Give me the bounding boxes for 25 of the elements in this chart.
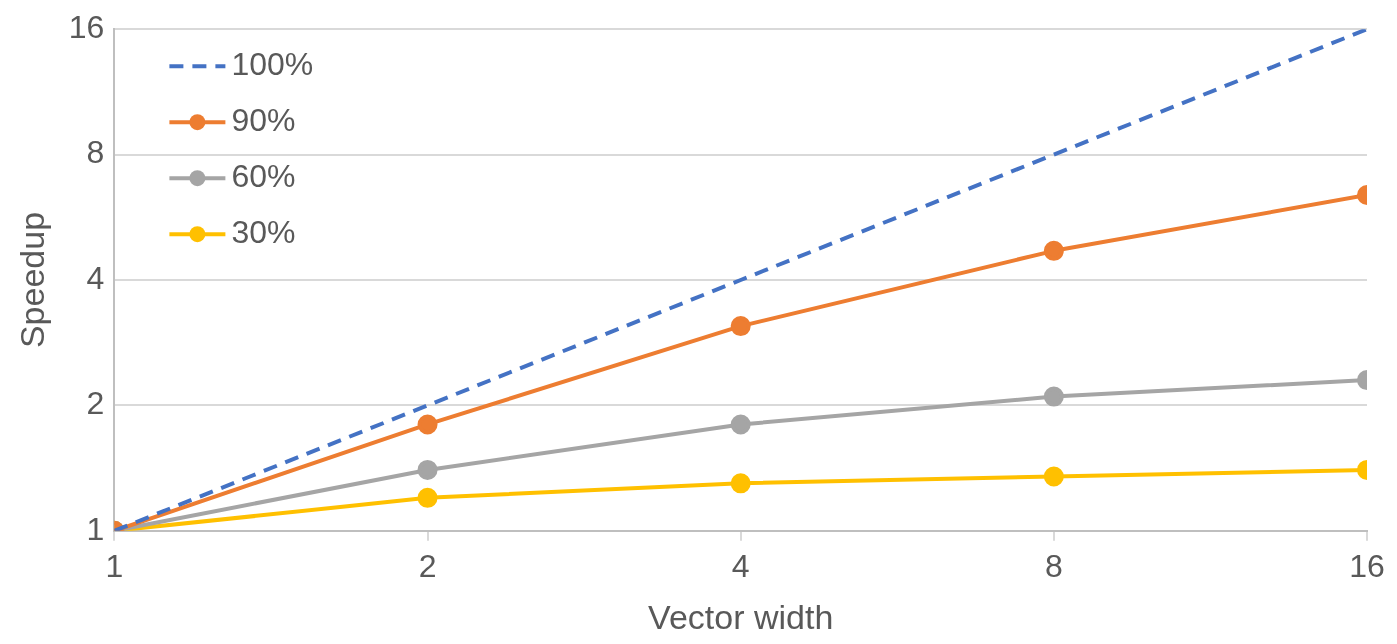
point [417, 459, 438, 480]
x-tick-label: 8 [1044, 547, 1063, 584]
point [417, 414, 438, 435]
y-tick-label: 2 [86, 385, 105, 422]
point [1043, 466, 1064, 487]
x-tick-label: 16 [1349, 547, 1385, 584]
legend-label: 90% [231, 102, 296, 139]
point [730, 316, 751, 337]
point [417, 487, 438, 508]
x-axis-title: Vector width [648, 597, 834, 636]
point [730, 414, 751, 435]
y-tick-label: 16 [68, 9, 105, 46]
y-tick-label: 4 [86, 259, 105, 296]
y-tick-label: 1 [86, 510, 105, 547]
point [730, 473, 751, 494]
point [1043, 386, 1064, 407]
y-axis-title: Speedup [12, 211, 51, 349]
legend-label: 100% [231, 46, 314, 83]
x-tick-label: 2 [418, 547, 437, 584]
legend-label: 60% [231, 158, 296, 195]
line-series [114, 29, 1367, 531]
x-tick-label: 4 [731, 547, 750, 584]
point [1043, 240, 1064, 261]
y-tick-label: 8 [86, 134, 105, 171]
legend-label: 30% [231, 214, 296, 251]
